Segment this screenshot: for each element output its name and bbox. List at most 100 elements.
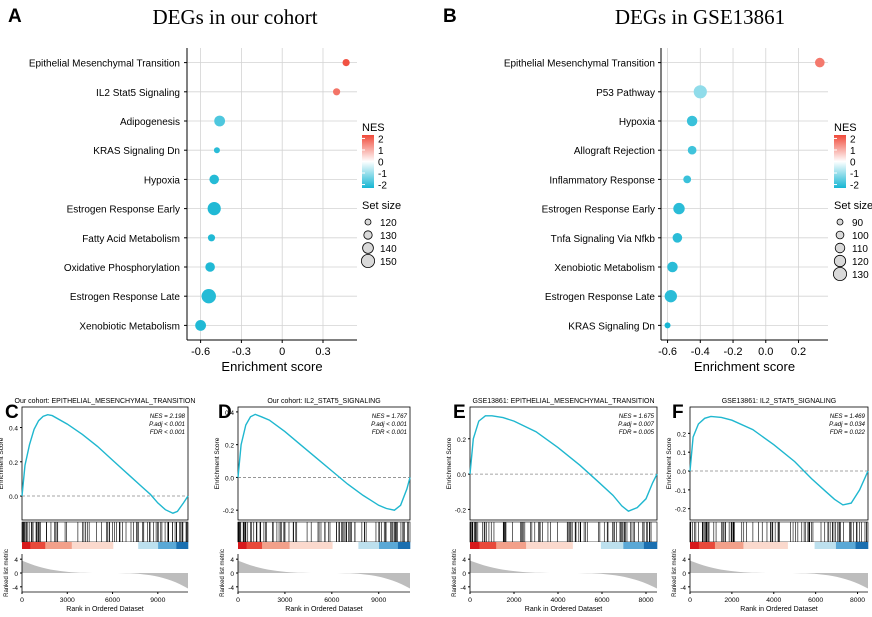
colorbar-label: -2 [850, 181, 859, 192]
x-tick-label: 0 [236, 597, 240, 604]
enrichment-curve [21, 413, 189, 514]
rank-color-segment [45, 542, 73, 549]
hit-frame [469, 521, 658, 543]
rank-color-segment [332, 542, 359, 549]
rank-color-segment [238, 542, 247, 549]
rank-color-segment [71, 542, 114, 549]
metric-y-tick-label: 4 [682, 557, 686, 564]
x-tick-label: 0.0 [758, 346, 773, 358]
size-legend-dot [833, 254, 847, 268]
metric-y-tick-label: 0 [230, 571, 234, 578]
panel-title: Our cohort: EPITHELIAL_MESENCHYMAL_TRANS… [15, 398, 196, 405]
rank-color-segment [22, 542, 31, 549]
x-tick-label: 0.3 [315, 346, 330, 358]
nes-colorbar [362, 135, 374, 188]
x-tick-label: 6000 [324, 597, 339, 604]
category-label: IL2 Stat5 Signaling [96, 88, 180, 99]
metric-y-tick-label: -4 [12, 585, 18, 592]
colorbar-label: 1 [850, 146, 856, 157]
ranked-metric-area [690, 560, 868, 589]
size-legend-label: 90 [852, 218, 864, 229]
rank-color-segment [714, 542, 744, 549]
data-point [683, 175, 692, 184]
panel-letter: A [8, 6, 22, 27]
x-tick-label: 3000 [277, 597, 292, 604]
data-point [207, 234, 216, 242]
category-label: Xenobiotic Metabolism [79, 321, 180, 332]
stat-label: FDR = 0.005 [619, 429, 655, 436]
size-legend-dot [835, 230, 845, 240]
y-axis-title: Enrichment Score [0, 437, 5, 489]
size-legend-label: 100 [852, 231, 869, 242]
y-tick-label: 0.0 [9, 494, 18, 501]
y-tick-label: 0.2 [457, 437, 466, 444]
size-legend-label: 130 [380, 231, 397, 242]
colorbar-label: 1 [378, 146, 384, 157]
stat-label: NES = 2.198 [150, 413, 186, 420]
y-tick-label: 0.2 [225, 443, 234, 450]
size-legend-dot [363, 230, 373, 240]
colorbar-label: 0 [850, 158, 856, 169]
x-tick-label: 4000 [766, 597, 781, 604]
y-tick-label: 0.0 [457, 472, 466, 479]
x-axis-title: Rank in Ordered Dataset [285, 606, 362, 613]
category-label: Adipogenesis [120, 117, 180, 128]
x-tick-label: -0.2 [724, 346, 743, 358]
x-axis-title: Rank in Ordered Dataset [66, 606, 143, 613]
enrichment-curve [237, 413, 411, 511]
y-axis-title: Enrichment Score [666, 437, 673, 489]
rank-color-segment [379, 542, 399, 549]
x-tick-label: 8000 [638, 597, 653, 604]
gene-hits [237, 522, 409, 542]
category-label: Epithelial Mesenchymal Transition [29, 59, 180, 70]
panel-d: D Our cohort: IL2_STAT5_SIGNALING -0.2 0.0 0… [214, 398, 411, 613]
rank-color-segment [246, 542, 263, 549]
data-point [207, 202, 221, 216]
rank-color-segment [262, 542, 290, 549]
stat-label: NES = 1.767 [372, 413, 408, 420]
colorbar-label: -2 [378, 181, 387, 192]
x-tick-label: -0.3 [232, 346, 251, 358]
panel-f: F GSE13861: IL2_STAT5_SIGNALING -0.2 -0.1 0.… [666, 398, 869, 613]
rank-color-segment [289, 542, 333, 549]
data-point [213, 147, 220, 154]
category-label: Estrogen Response Late [70, 292, 181, 303]
rank-color-segment [526, 542, 574, 549]
stat-label: FDR = 0.022 [830, 429, 866, 436]
metric-y-axis-title: Ranked list metric [672, 549, 678, 597]
rank-color-segment [787, 542, 815, 549]
colorbar-label: -1 [850, 169, 859, 180]
colorbar-label: 2 [850, 134, 856, 145]
size-legend-label: 140 [380, 244, 397, 255]
stat-label: P.adj < 0.001 [149, 421, 185, 428]
rank-color-segment [358, 542, 380, 549]
y-axis-title: Enrichment Score [214, 437, 221, 489]
rank-color-segment [572, 542, 602, 549]
panel-letter: D [218, 402, 232, 423]
category-label: Allograft Rejection [574, 146, 655, 157]
colorbar-label: 0 [378, 158, 384, 169]
panel-letter: E [453, 402, 466, 423]
x-tick-label: 2000 [506, 597, 521, 604]
x-axis-title: Rank in Ordered Dataset [740, 606, 817, 613]
rank-color-segment [690, 542, 700, 549]
rank-color-segment [158, 542, 177, 549]
panel-title: DEGs in our cohort [152, 5, 317, 29]
y-tick-label: -0.1 [675, 488, 687, 495]
x-tick-label: 6000 [105, 597, 120, 604]
size-legend-label: 120 [852, 257, 869, 268]
category-label: Tnfa Signaling Via Nfkb [551, 234, 656, 245]
rank-color-segment [138, 542, 159, 549]
data-point [667, 261, 678, 273]
y-tick-label: 0.0 [225, 475, 234, 482]
metric-y-tick-label: 4 [230, 557, 234, 564]
category-label: KRAS Signaling Dn [568, 321, 655, 332]
x-tick-label: 0 [688, 597, 692, 604]
metric-y-tick-label: -4 [460, 585, 466, 592]
category-label: Estrogen Response Early [67, 205, 180, 216]
y-tick-label: 0.0 [677, 469, 686, 476]
category-label: Estrogen Response Late [545, 292, 656, 303]
x-axis-title: Rank in Ordered Dataset [525, 606, 602, 613]
panel-letter: B [443, 6, 457, 27]
metric-y-tick-label: -4 [680, 585, 686, 592]
